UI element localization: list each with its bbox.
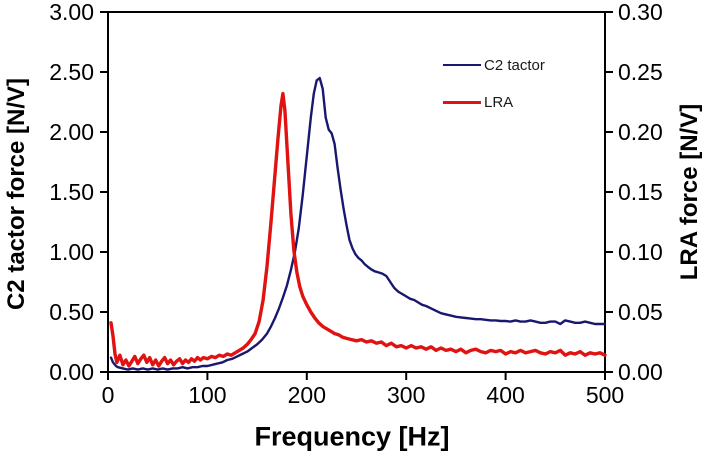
y-right-tick-label: 0.00 xyxy=(618,359,663,385)
y-right-tick-label: 0.25 xyxy=(618,59,663,85)
legend-label-lra: LRA xyxy=(484,93,514,111)
x-tick-label: 200 xyxy=(288,382,326,408)
x-tick-label: 0 xyxy=(102,382,115,408)
y-left-tick-label: 1.50 xyxy=(49,179,94,205)
y-right-tick-label: 0.30 xyxy=(618,0,663,25)
y-axis-right-title: LRA force [N/V] xyxy=(676,103,703,281)
y-right-tick-label: 0.10 xyxy=(618,239,663,265)
x-tick-label: 300 xyxy=(387,382,425,408)
y-right-tick-label: 0.15 xyxy=(618,179,663,205)
y-left-tick-label: 2.50 xyxy=(49,59,94,85)
y-right-tick-label: 0.20 xyxy=(618,119,663,145)
y-right-tick-label: 0.05 xyxy=(618,299,663,325)
series-line-lra xyxy=(109,91,607,368)
y-left-tick-label: 3.00 xyxy=(49,0,94,25)
y-left-tick-label: 0.50 xyxy=(49,299,94,325)
legend-label-c2: C2 tactor xyxy=(484,56,545,74)
y-left-tick-label: 0.00 xyxy=(49,359,94,385)
series-line-c2-tactor xyxy=(109,76,607,371)
x-tick-label: 100 xyxy=(188,382,226,408)
legend-item-lra: LRA xyxy=(443,91,545,113)
legend-item-c2-tactor: C2 tactor xyxy=(443,54,545,76)
legend: C2 tactor LRA xyxy=(443,54,545,128)
legend-line-swatch-c2 xyxy=(443,64,481,66)
x-axis-title: Frequency [Hz] xyxy=(254,421,450,452)
x-tick-label: 500 xyxy=(586,382,624,408)
x-tick-label: 400 xyxy=(486,382,524,408)
y-left-tick-label: 2.00 xyxy=(49,119,94,145)
y-left-tick-label: 1.00 xyxy=(49,239,94,265)
legend-line-swatch-lra xyxy=(443,100,481,104)
y-axis-left-title: C2 tactor force [N/V] xyxy=(3,77,30,311)
